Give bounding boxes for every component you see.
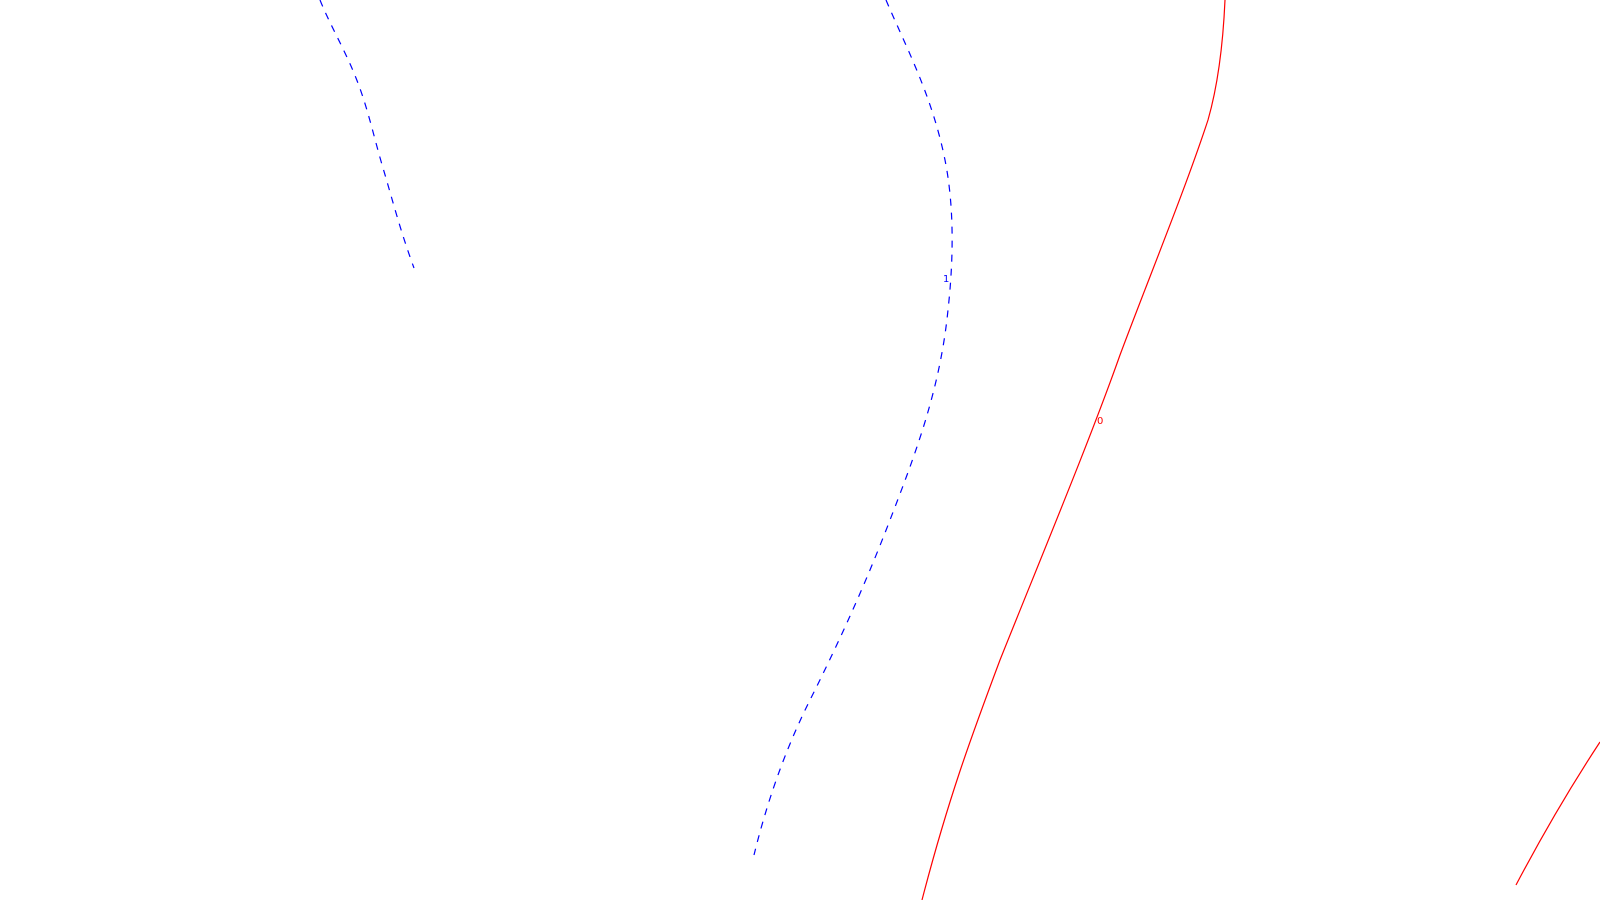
contour-line-blue-left xyxy=(319,0,415,269)
contour-line-blue-center xyxy=(753,0,953,856)
contour-line-red-main xyxy=(921,0,1226,900)
contour-label-blue: 1 xyxy=(943,274,949,285)
contour-label-red: 0 xyxy=(1097,416,1103,427)
contour-line-red-corner xyxy=(1515,741,1600,886)
